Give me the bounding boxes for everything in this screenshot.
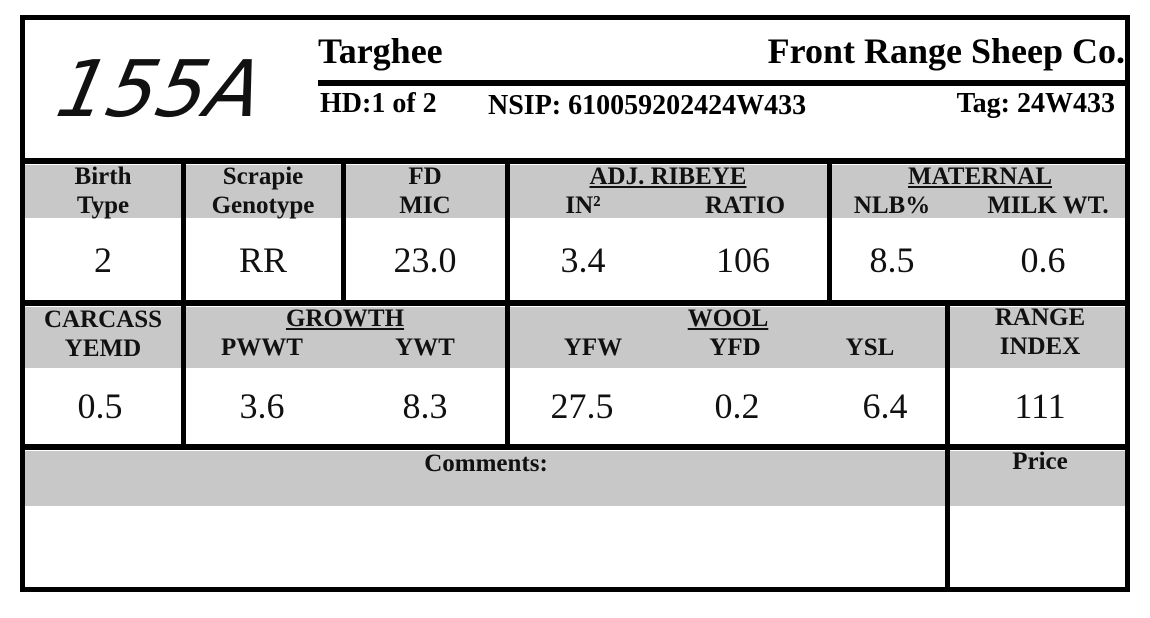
label: Scrapie — [222, 163, 304, 190]
label: FD — [408, 163, 442, 190]
divider — [505, 160, 510, 302]
value: 27.5 — [550, 386, 614, 426]
value: RR — [238, 240, 288, 280]
value: 8.3 — [402, 386, 448, 426]
label: CARCASS — [43, 306, 163, 333]
divider — [827, 160, 832, 302]
rule — [318, 80, 1125, 86]
label: YFW — [563, 334, 623, 361]
label: Genotype — [211, 192, 315, 219]
divider — [505, 302, 510, 446]
label: YWT — [395, 334, 455, 361]
value: 111 — [1014, 386, 1066, 426]
value: 6.4 — [862, 386, 908, 426]
price-label: Price — [1012, 448, 1068, 475]
divider — [181, 302, 186, 446]
header-band — [25, 451, 1125, 506]
value: 3.6 — [239, 386, 285, 426]
label: Birth — [74, 163, 132, 190]
animal-id: 155A — [49, 45, 271, 135]
rule — [20, 300, 1130, 306]
tag: Tag: 24W433 — [956, 88, 1115, 119]
divider — [945, 302, 950, 592]
label: YSL — [845, 334, 895, 361]
group-label: GROWTH — [285, 305, 405, 332]
label: PWWT — [221, 334, 303, 361]
label: YEMD — [64, 335, 142, 362]
value: 2 — [94, 240, 112, 280]
value: 0.6 — [1020, 240, 1066, 280]
hd: HD:1 of 2 — [320, 88, 437, 119]
header-band — [25, 307, 1125, 368]
group-label: WOOL — [687, 305, 769, 332]
label: RANGE — [994, 304, 1086, 331]
nsip: NSIP: 610059202424W433 — [488, 90, 807, 121]
breeder: Front Range Sheep Co. — [767, 31, 1125, 71]
header-band — [25, 165, 1125, 218]
group-label: ADJ. RIBEYE — [589, 163, 747, 190]
label: Type — [76, 192, 130, 219]
value: 23.0 — [393, 240, 457, 280]
rule — [20, 158, 1130, 164]
label: NLB% — [853, 192, 931, 219]
label: RATIO — [704, 192, 786, 219]
divider — [341, 160, 346, 302]
divider — [181, 160, 186, 302]
value: 106 — [716, 240, 770, 280]
breed: Targhee — [318, 31, 443, 71]
value: 0.2 — [714, 386, 760, 426]
value: 0.5 — [77, 386, 123, 426]
value: 8.5 — [869, 240, 915, 280]
group-label: MATERNAL — [908, 163, 1052, 190]
label: MILK WT. — [987, 192, 1109, 219]
comments-label: Comments: — [424, 450, 548, 477]
label: MIC — [399, 192, 451, 219]
value: 3.4 — [560, 240, 606, 280]
rule — [20, 444, 1130, 450]
label: INDEX — [999, 333, 1081, 360]
label: IN² — [565, 192, 601, 219]
label: YFD — [709, 334, 761, 361]
